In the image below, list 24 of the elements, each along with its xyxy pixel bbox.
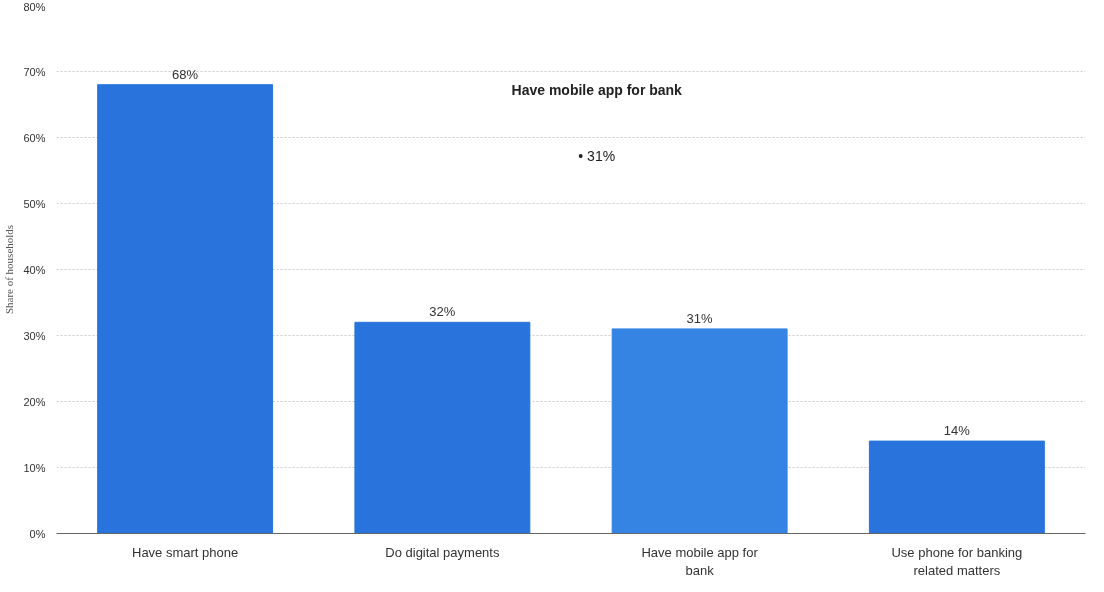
- y-tick-label: 10%: [23, 461, 46, 474]
- x-tick-label: Have mobile app for bank: [641, 544, 759, 578]
- bar: [868, 440, 1045, 534]
- data-label: 31%: [686, 310, 714, 326]
- bar: [354, 321, 531, 534]
- x-tick-label: Do digital payments: [385, 544, 500, 560]
- data-label: 14%: [943, 423, 971, 439]
- y-tick-label: 30%: [23, 329, 46, 342]
- bar: [97, 84, 274, 534]
- annotation: Have mobile app for bank: [511, 81, 683, 98]
- y-tick-label: 80%: [23, 0, 46, 13]
- bar: [611, 328, 788, 534]
- y-tick-label: 0%: [29, 527, 46, 540]
- y-tick-label: 40%: [23, 263, 46, 276]
- x-tick-label: Use phone for banking related matters: [891, 544, 1023, 578]
- y-tick-label: 50%: [23, 197, 46, 210]
- data-label: 68%: [172, 66, 199, 82]
- annotation: • 31%: [578, 147, 616, 164]
- y-axis-title: Share of households: [3, 224, 16, 315]
- y-tick-label: 20%: [23, 395, 46, 408]
- data-label: 32%: [429, 304, 456, 320]
- y-tick-label: 70%: [23, 65, 46, 78]
- x-tick-label: Have smart phone: [132, 544, 239, 560]
- y-tick-label: 60%: [23, 131, 46, 144]
